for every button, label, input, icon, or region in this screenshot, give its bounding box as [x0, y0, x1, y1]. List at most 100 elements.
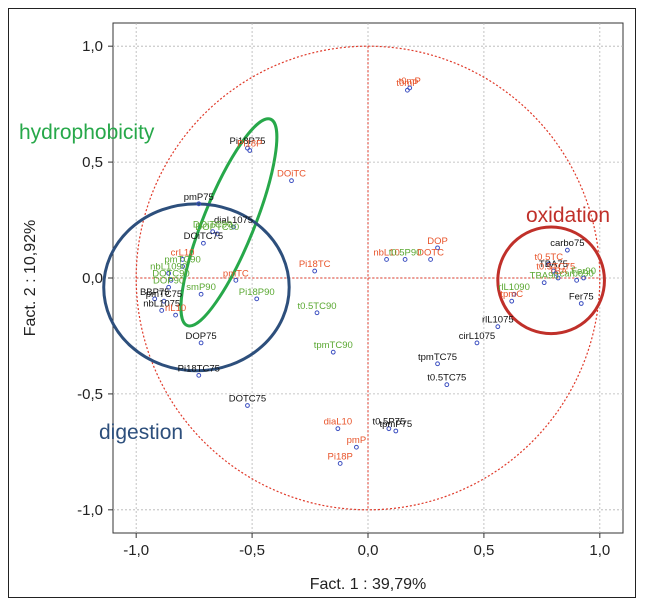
point-label: smP90 — [186, 282, 216, 293]
point-label: crL10 — [171, 247, 195, 258]
data-point — [546, 261, 552, 267]
point-label: t0.5TC75 — [427, 373, 466, 384]
data-point — [384, 257, 389, 262]
data-point — [435, 245, 440, 251]
data-point — [314, 310, 320, 316]
data-point — [214, 231, 220, 237]
data-point — [196, 201, 202, 207]
point-label: DOPTC90 — [195, 222, 239, 233]
point-label: pmTC90 — [164, 254, 200, 265]
data-point — [198, 291, 204, 297]
data-point — [511, 291, 517, 297]
point-label: rlL10 — [165, 303, 186, 314]
data-point — [553, 270, 559, 276]
point-label: t0mP — [396, 78, 418, 89]
data-point — [581, 275, 586, 281]
x-tick-label: 0,0 — [358, 542, 379, 559]
point-label: DOP — [427, 236, 448, 247]
data-point — [159, 308, 165, 313]
point-label: cirL1075 — [459, 331, 495, 342]
x-tick-label: 0,5 — [473, 542, 494, 559]
point-label: Fer90 — [571, 266, 596, 277]
point-label: t0.5TC90 — [297, 301, 336, 312]
point-label: DOP75 — [186, 331, 217, 342]
data-point — [166, 284, 172, 290]
data-point — [495, 324, 501, 330]
point-label: Pi18P90 — [239, 287, 275, 298]
point-label: tpmP75 — [379, 419, 412, 430]
data-point — [168, 277, 174, 283]
point-label: t0mP — [399, 76, 421, 87]
point-label: DOiTC75 — [184, 231, 224, 242]
hydrophobicity-ellipse — [179, 117, 279, 328]
data-point — [386, 426, 392, 432]
point-label: TBA75 — [539, 259, 568, 270]
data-point — [428, 257, 433, 262]
point-label: Fer75 — [569, 292, 594, 303]
point-label: pmP75 — [184, 192, 214, 203]
data-point — [435, 361, 440, 367]
pca-correlation-chart: -1,0 -0,5 0,0 0,5 1,0 1,0 0,5 0,0 -0,5 -1,0 t0mP t… — [19, 22, 624, 593]
point-label: Pi18P — [237, 139, 262, 150]
data-point — [393, 428, 399, 434]
data-point — [312, 268, 318, 274]
data-point — [231, 224, 236, 230]
points-layer: t0mPt0mPPi18P75Pi18PDOiTCpmP75diaL1075DO… — [140, 76, 596, 466]
point-label: Pi18P75 — [229, 136, 265, 147]
data-point — [247, 148, 253, 153]
point-label: DOiTC90 — [193, 220, 233, 231]
point-label: pmTC75 — [146, 289, 182, 300]
point-label: nbL1075 — [143, 298, 180, 309]
data-point — [254, 296, 260, 302]
data-point — [407, 85, 413, 91]
point-label: t0.5TC75 — [536, 261, 575, 272]
x-tick-label: -0,5 — [239, 542, 265, 559]
data-point — [564, 247, 570, 253]
point-label: Pi18TC75 — [178, 363, 220, 374]
y-tick-label: -1,0 — [77, 502, 103, 519]
data-point — [210, 229, 216, 235]
point-label: DOTC90 — [152, 268, 189, 279]
point-label: DOP90 — [153, 275, 184, 286]
digestion-label: digestion — [99, 421, 183, 444]
point-label: t0.5P75 — [372, 417, 405, 428]
point-label: TBA — [549, 266, 568, 277]
y-tick-label: 0,5 — [82, 154, 103, 171]
point-label: rlL1075 — [482, 315, 514, 326]
data-point — [173, 312, 178, 318]
data-point — [289, 178, 294, 184]
point-label: tpmTC75 — [418, 352, 457, 363]
point-label: rlL1090 — [498, 282, 530, 293]
data-point — [166, 270, 172, 276]
data-point — [161, 298, 167, 304]
data-point — [245, 403, 250, 408]
point-label: nbL10 — [373, 247, 399, 258]
point-label: carbo75 — [550, 238, 584, 249]
point-label: diaL1075 — [214, 215, 253, 226]
data-point — [354, 444, 359, 450]
point-label: DOiTC — [277, 169, 306, 180]
unit-circle-layer — [135, 45, 601, 511]
point-label: carbo90 — [559, 268, 593, 279]
data-point — [180, 257, 185, 262]
data-point — [444, 382, 450, 388]
oxidation-label: oxidation — [526, 204, 610, 227]
point-label: BBP75 — [140, 287, 170, 298]
x-axis-title: Fact. 1 : 39,79% — [310, 576, 427, 593]
point-label: DOTC75 — [229, 394, 266, 405]
axes: -1,0 -0,5 0,0 0,5 1,0 1,0 0,5 0,0 -0,5 -1,0 — [77, 38, 610, 559]
y-tick-label: -0,5 — [77, 386, 103, 403]
data-point — [474, 340, 480, 346]
x-tick-label: 1,0 — [589, 542, 610, 559]
data-point — [541, 280, 547, 286]
data-point — [335, 426, 341, 432]
point-label: DOTC — [417, 247, 444, 258]
data-point — [337, 461, 343, 466]
data-point — [555, 275, 561, 281]
data-point — [201, 240, 206, 246]
point-label: diaL10 — [324, 417, 353, 428]
point-label: tpmTC90 — [314, 340, 353, 351]
point-label: tpmC — [500, 289, 523, 300]
data-point — [402, 257, 408, 262]
data-point — [152, 296, 158, 302]
